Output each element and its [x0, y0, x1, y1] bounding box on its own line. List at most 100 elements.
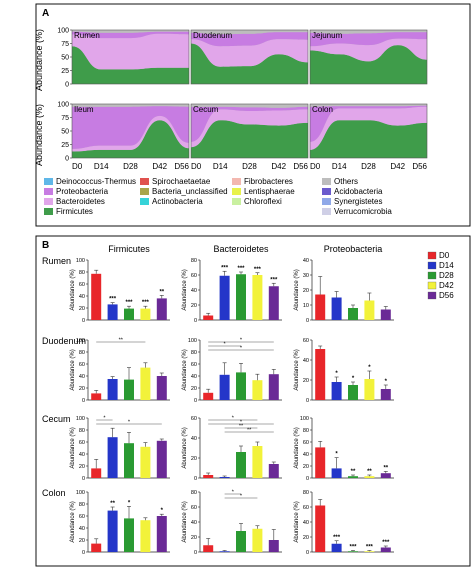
significance-stars: ***	[366, 545, 374, 551]
significance-stars: ***	[382, 540, 390, 546]
bar-d0	[203, 475, 214, 478]
y-tick-label: 20	[79, 306, 85, 312]
bar-d14	[331, 543, 342, 552]
legend-swatch	[322, 188, 331, 195]
bracket-label: *	[240, 338, 243, 344]
area-bacteroidetes	[191, 39, 308, 67]
bar-d0	[91, 393, 102, 400]
y-axis-label: Abundance (%)	[294, 269, 300, 310]
y-tick-label: 40	[303, 520, 309, 526]
bar-d42	[252, 528, 263, 552]
y-tick-label: 0	[194, 398, 197, 404]
y-tick-label: 100	[57, 102, 69, 109]
legend-item-d28: D28	[427, 271, 454, 280]
bar-d28	[236, 452, 246, 478]
legend-label: Synergistetes	[334, 197, 382, 206]
bar-d0	[315, 294, 326, 320]
legend-label: Firmicutes	[56, 207, 93, 216]
legend-label: Acidobacteria	[334, 187, 383, 196]
y-tick-label: 20	[303, 288, 309, 294]
legend-label: Bacteria_unclassified	[152, 187, 228, 196]
y-tick-label: 40	[79, 452, 85, 458]
bar-d56	[268, 286, 279, 320]
legend-item-spirochaetaetae: Spirochaetaetae	[140, 177, 211, 186]
legend-item-others: Others	[322, 177, 358, 186]
y-tick-label: 75	[61, 41, 69, 48]
bracket-label: *	[224, 342, 227, 348]
y-tick-label: 80	[79, 270, 85, 276]
legend-label: Bacteroidetes	[56, 197, 105, 206]
bar-d14	[107, 379, 118, 400]
bar-d56	[156, 516, 167, 552]
legend-swatch	[44, 208, 53, 215]
facet-border	[190, 103, 309, 159]
legend-item-lentisphaerae: Lentisphaerae	[232, 187, 295, 196]
area-firmicutes	[310, 45, 427, 84]
bar-d28	[236, 274, 246, 320]
y-tick-label: 40	[303, 258, 309, 264]
significance-stars: **	[367, 469, 372, 475]
bar-d28	[348, 551, 358, 552]
y-tick-label: 20	[303, 464, 309, 470]
legend-label: Others	[334, 177, 358, 186]
bar-d56	[380, 473, 391, 478]
legend-item-deinococcus-thermus: Deinococcus-Thermus	[44, 177, 136, 186]
panel-a-legend: Deinococcus-ThermusProteobacteriaBactero…	[44, 177, 392, 216]
y-tick-label: 80	[303, 428, 309, 434]
y-tick-label: 0	[306, 318, 309, 324]
area-facet-ileum: Ileum 0 25 50 75 100 D0 D14 D28 D42 D56	[57, 102, 189, 172]
legend-item-bacteroidetes: Bacteroidetes	[44, 197, 105, 206]
panel-a-y-label-top: Abundance (%)	[34, 29, 44, 91]
y-tick-label: 100	[300, 416, 309, 422]
area-firmicutes	[72, 120, 189, 158]
y-tick-label: 40	[191, 288, 197, 294]
area-others	[310, 30, 427, 34]
legend-item-fibrobacteres: Fibrobacteres	[232, 177, 293, 186]
y-tick-label: 0	[194, 476, 197, 482]
panel-a-facets: Rumen 0 25 50 75 100 Duodenum Jejunum Ileum 0 25 50…	[57, 28, 427, 172]
bracket-label: *	[103, 416, 106, 422]
legend-item-d42: D42	[427, 281, 454, 290]
area-facet-duodenum: Duodenum	[190, 29, 309, 85]
y-tick-label: 80	[79, 428, 85, 434]
bar-d28	[348, 476, 358, 478]
row-label-colon: Colon	[42, 488, 66, 498]
y-tick-label: 20	[191, 386, 197, 392]
y-tick-label: 20	[191, 535, 197, 541]
area-firmicutes	[72, 46, 189, 84]
y-tick-label: 10	[303, 303, 309, 309]
legend-label: Chloroflexi	[244, 197, 282, 206]
facet-title: Rumen	[74, 31, 100, 40]
y-tick-label: 0	[306, 398, 309, 404]
bar-d56	[268, 464, 279, 478]
bar-d42	[364, 476, 375, 478]
bar-d42	[140, 308, 151, 320]
x-tick-label: D28	[361, 162, 376, 171]
legend-swatch	[427, 261, 437, 270]
legend-swatch	[427, 281, 437, 290]
area-others	[191, 30, 308, 35]
y-tick-label: 100	[76, 416, 85, 422]
bar-d42	[140, 446, 151, 478]
x-tick-label: D0	[72, 162, 83, 171]
legend-swatch	[427, 291, 437, 300]
x-tick-label: D42	[152, 162, 167, 171]
y-tick-label: 0	[65, 82, 69, 89]
legend-swatch	[322, 178, 331, 185]
y-tick-label: 25	[61, 142, 69, 149]
x-tick-label: D14	[332, 162, 347, 171]
y-tick-label: 60	[191, 416, 197, 422]
bar-d42	[364, 379, 375, 400]
bar-d42	[140, 520, 151, 552]
area-facet-colon: Colon D0 D14 D28 D42 D56	[309, 103, 428, 171]
bar-d14	[107, 437, 118, 478]
bar-d14	[331, 297, 342, 320]
bar-d42	[252, 275, 263, 320]
area-firmicutes	[191, 43, 308, 84]
significance-stars: *	[161, 508, 164, 514]
y-axis-label: Abundance (%)	[70, 427, 76, 468]
bracket-label: *	[232, 490, 235, 496]
